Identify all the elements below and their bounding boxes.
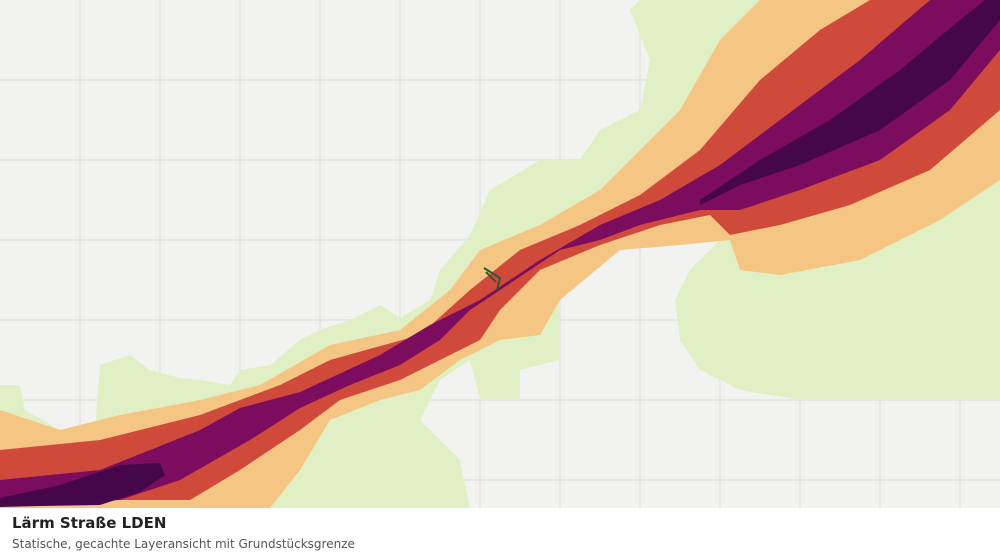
noise-band-high [0,0,1000,500]
parcel-boundary [483,267,502,291]
layer-title: Lärm Straße LDEN [12,514,167,532]
noise-band-very-high [0,0,1000,505]
layer-subtitle: Statische, gecachte Layeransicht mit Gru… [12,537,355,551]
noise-band-extreme [0,0,1000,507]
legend-bar: Lärm Straße LDEN Statische, gecachte Lay… [0,508,1000,560]
